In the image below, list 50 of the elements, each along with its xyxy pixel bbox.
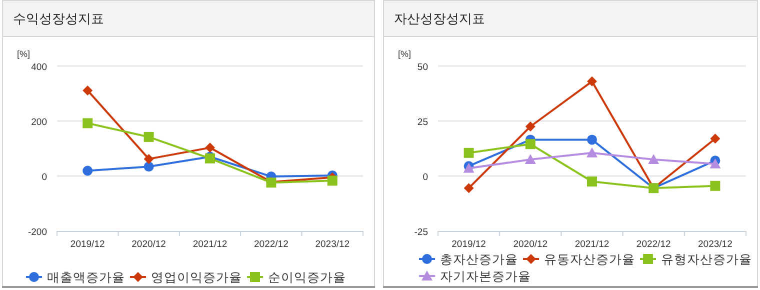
- x-tick-label: 2019/12: [70, 239, 105, 250]
- point: [205, 142, 215, 153]
- y-tick-label: -25: [414, 227, 428, 238]
- legend-label: 자기자본증가율: [440, 270, 531, 284]
- legend-label: 유동자산증가율: [544, 252, 635, 266]
- x-tick-label: 2020/12: [513, 239, 548, 250]
- x-tick-label: 2022/12: [254, 239, 288, 250]
- y-tick-label: 400: [31, 62, 47, 73]
- y-tick-label: 0: [42, 172, 47, 183]
- point: [587, 76, 597, 86]
- point: [524, 154, 536, 164]
- point: [710, 158, 721, 168]
- y-tick-label: 0: [422, 172, 428, 183]
- legend-label: 순이익증가율: [268, 270, 346, 284]
- point: [586, 147, 598, 158]
- point: [144, 132, 154, 142]
- y-axis-title: [%]: [398, 49, 412, 59]
- point: [587, 176, 597, 186]
- y-axis-title: [%]: [17, 49, 30, 59]
- point: [464, 148, 474, 158]
- point: [327, 176, 338, 186]
- x-tick-label: 2022/12: [636, 239, 671, 250]
- y-tick-label: 50: [417, 62, 428, 73]
- point: [525, 139, 536, 150]
- x-tick-label: 2023/12: [315, 239, 350, 250]
- x-tick-label: 2020/12: [132, 239, 166, 250]
- legend-label: 매출액증가율: [47, 270, 125, 284]
- point: [82, 166, 93, 176]
- point: [82, 85, 93, 96]
- chart-title: 수익성장성지표: [13, 11, 104, 26]
- legend-label: 총자산증가율: [440, 252, 518, 266]
- chart-title: 자산성장성지표: [394, 11, 485, 26]
- point: [464, 183, 474, 194]
- y-tick-label: -200: [28, 227, 47, 238]
- x-tick-label: 2023/12: [698, 239, 732, 250]
- point: [587, 134, 597, 145]
- x-tick-label: 2021/12: [192, 239, 228, 250]
- x-tick-label: 2019/12: [452, 239, 486, 250]
- point: [144, 154, 154, 164]
- point: [710, 134, 720, 144]
- point: [648, 154, 660, 164]
- y-tick-label: 200: [31, 117, 47, 128]
- y-tick-label: 25: [417, 117, 428, 128]
- x-tick-label: 2021/12: [574, 239, 610, 250]
- legend-label: 영업이익증가율: [151, 270, 242, 284]
- point: [710, 180, 720, 191]
- point: [144, 162, 154, 172]
- point: [82, 118, 93, 128]
- legend-label: 유형자산증가율: [661, 252, 752, 266]
- point: [525, 122, 536, 132]
